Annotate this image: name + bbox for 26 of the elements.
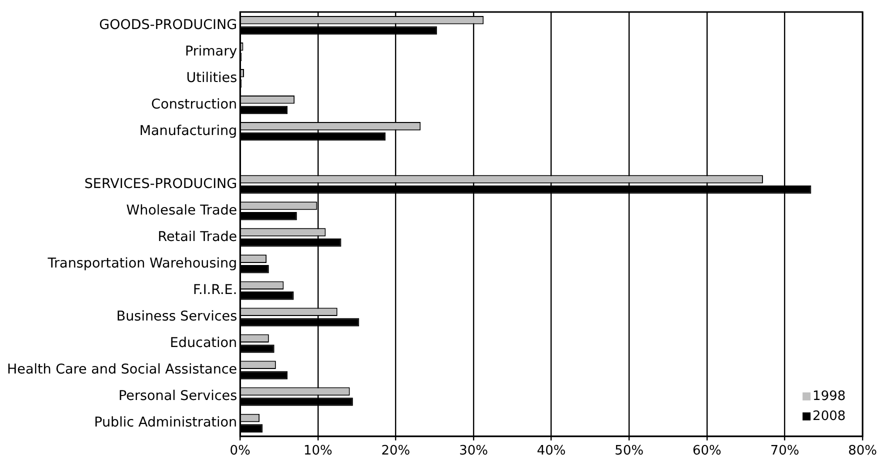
x-tick-label: 20%	[381, 444, 410, 459]
y-tick-label: Manufacturing	[139, 122, 238, 139]
y-tick-label: GOODS-PRODUCING	[99, 16, 238, 33]
legend-label: 2008	[812, 408, 846, 424]
y-tick-label: Public Administration	[94, 414, 238, 431]
x-tick-label: 70%	[770, 444, 800, 459]
y-tick-label: SERVICES-PRODUCING	[84, 176, 238, 192]
x-tick-label: 10%	[303, 444, 332, 459]
y-tick-label: Health Care and Social Assistance	[6, 362, 238, 378]
y-tick-label: Utilities	[186, 70, 238, 86]
x-tick-label: 60%	[692, 444, 722, 459]
y-tick-label: Primary	[184, 43, 238, 60]
y-tick-label: Retail Trade	[158, 228, 238, 245]
x-tick-label: 0%	[230, 444, 250, 459]
x-tick-label: 80%	[848, 444, 878, 459]
x-tick-label: 30%	[459, 444, 488, 459]
y-tick-label: Education	[170, 335, 238, 352]
y-tick-label: Construction	[151, 96, 238, 112]
y-tick-label: Wholesale Trade	[126, 202, 238, 218]
x-tick-label: 50%	[614, 444, 644, 459]
legend-label: 1998	[812, 388, 846, 404]
x-tick-label: 40%	[536, 444, 566, 459]
y-tick-label: Transportation Warehousing	[46, 255, 238, 272]
y-tick-label: Business Services	[116, 308, 238, 325]
y-tick-label: F.I.R.E.	[192, 282, 238, 298]
y-tick-label: Personal Services	[118, 388, 238, 404]
